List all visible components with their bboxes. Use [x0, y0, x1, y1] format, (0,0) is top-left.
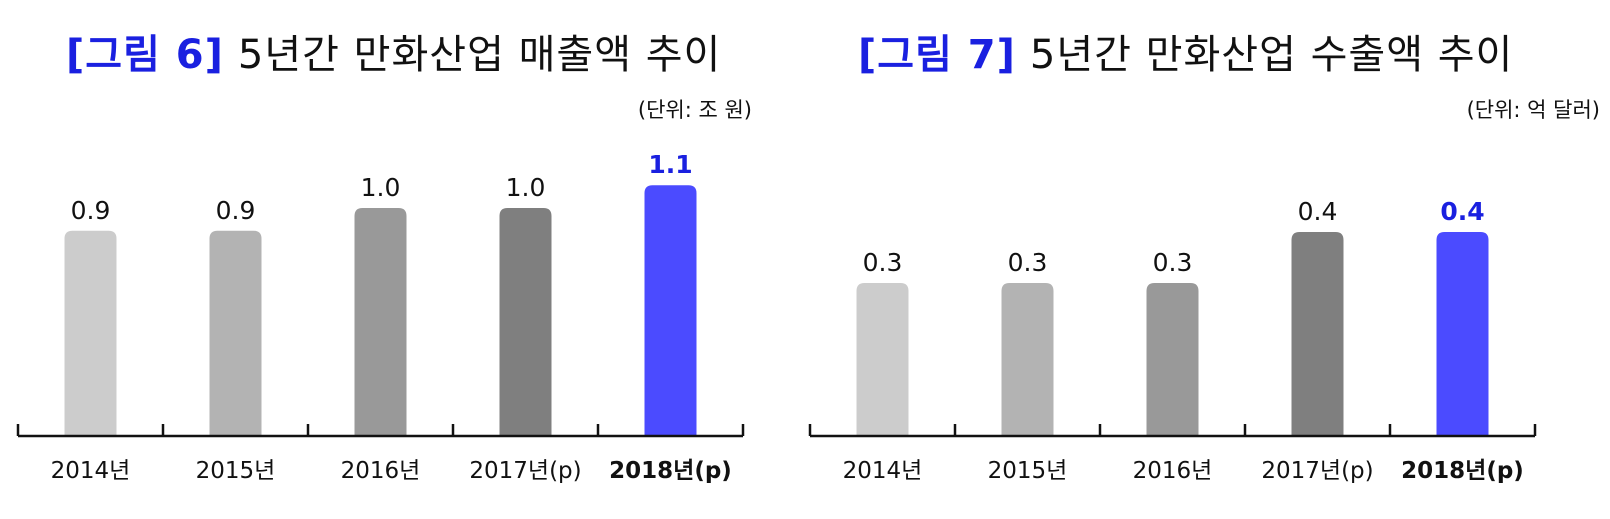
bar-2: [209, 230, 262, 436]
category-label: 2017년(p): [469, 458, 581, 484]
category-label: 2014년: [843, 458, 923, 484]
category-label: 2017년(p): [1261, 458, 1373, 484]
bar-1: [856, 283, 909, 436]
value-label: 1.0: [361, 173, 401, 202]
value-label: 0.9: [216, 196, 256, 225]
chart-title-text: 5년간 만화산업 매출액 추이: [237, 32, 722, 78]
category-label: 2015년: [196, 458, 276, 484]
chart-title: [그림 6] 5년간 만화산업 매출액 추이: [66, 22, 721, 80]
category-label: 2018년(p): [1401, 458, 1524, 484]
value-label: 0.3: [863, 248, 903, 277]
value-label: 0.4: [1298, 197, 1338, 226]
value-label: 1.0: [506, 173, 546, 202]
bar-1: [64, 230, 117, 436]
bar-3: [1146, 283, 1199, 436]
exports-chart-panel: [그림 7] 5년간 만화산업 수출액 추이 (단위: 억 달러) 0.3 2014…: [808, 0, 1610, 519]
chart-title-text: 5년간 만화산업 수출액 추이: [1029, 32, 1514, 78]
bar-5: [1436, 232, 1489, 436]
unit-label: (단위: 억 달러): [1466, 98, 1600, 122]
value-label: 0.9: [71, 196, 111, 225]
value-label: 1.1: [648, 150, 692, 179]
category-label: 2014년: [51, 458, 131, 484]
category-label: 2016년: [341, 458, 421, 484]
bar-4: [499, 208, 552, 436]
chart-title: [그림 7] 5년간 만화산업 수출액 추이: [858, 22, 1513, 80]
value-label: 0.4: [1440, 197, 1484, 226]
category-label: 2015년: [988, 458, 1068, 484]
category-label: 2018년(p): [609, 458, 732, 484]
bar-5: [644, 185, 697, 436]
category-label: 2016년: [1133, 458, 1213, 484]
bar-3: [354, 208, 407, 436]
bar-4: [1291, 232, 1344, 436]
figure-label: [그림 7]: [858, 32, 1016, 78]
exports-bar-chart: 0.3 2014년 0.3 2015년 0.3 2016년 0.4 2017년(p) 0.4 20…: [808, 197, 1537, 484]
value-label: 0.3: [1008, 248, 1048, 277]
bar-2: [1001, 283, 1054, 436]
sales-chart-panel: [그림 6] 5년간 만화산업 매출액 추이 (단위: 조 원) 0.9 2014년…: [0, 0, 800, 519]
value-label: 0.3: [1153, 248, 1193, 277]
sales-bar-chart: 0.9 2014년 0.9 2015년 1.0 2016년 1.0 2017년(p) 1.1 20…: [16, 150, 745, 484]
figure-label: [그림 6]: [66, 32, 224, 78]
unit-label: (단위: 조 원): [637, 98, 752, 122]
